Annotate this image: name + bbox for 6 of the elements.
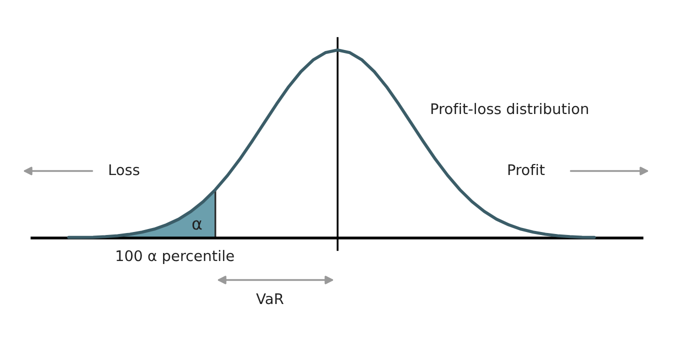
annotation: Profit (508, 164, 545, 176)
annotation: Profit-loss distribution (431, 102, 588, 114)
annotation: α (192, 220, 202, 230)
annotation: Loss (109, 164, 140, 176)
text: VaR (256, 293, 284, 304)
text: 100 α percentile (116, 250, 234, 264)
